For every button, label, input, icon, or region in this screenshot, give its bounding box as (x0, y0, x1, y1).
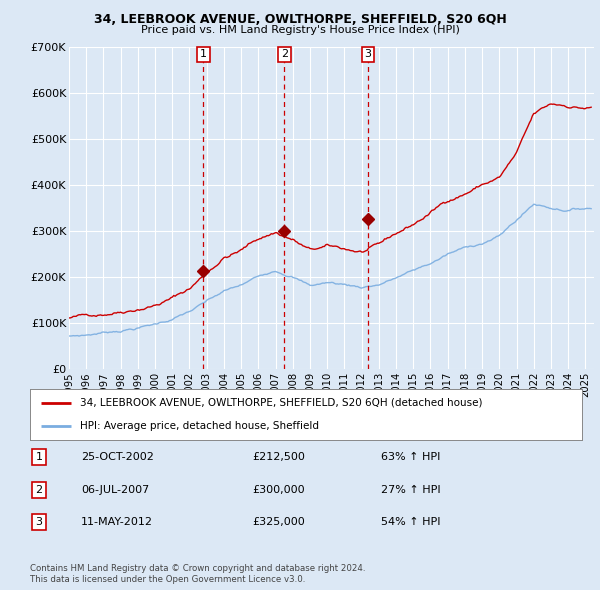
Text: 34, LEEBROOK AVENUE, OWLTHORPE, SHEFFIELD, S20 6QH (detached house): 34, LEEBROOK AVENUE, OWLTHORPE, SHEFFIEL… (80, 398, 482, 408)
Text: 63% ↑ HPI: 63% ↑ HPI (381, 453, 440, 462)
Text: 3: 3 (35, 517, 43, 527)
Text: 27% ↑ HPI: 27% ↑ HPI (381, 485, 440, 494)
Text: £325,000: £325,000 (252, 517, 305, 527)
Text: Contains HM Land Registry data © Crown copyright and database right 2024.: Contains HM Land Registry data © Crown c… (30, 565, 365, 573)
Text: 25-OCT-2002: 25-OCT-2002 (81, 453, 154, 462)
Text: 54% ↑ HPI: 54% ↑ HPI (381, 517, 440, 527)
Text: 1: 1 (35, 453, 43, 462)
Text: 11-MAY-2012: 11-MAY-2012 (81, 517, 153, 527)
Text: £212,500: £212,500 (252, 453, 305, 462)
Text: 3: 3 (364, 50, 371, 60)
Text: Price paid vs. HM Land Registry's House Price Index (HPI): Price paid vs. HM Land Registry's House … (140, 25, 460, 35)
Text: 34, LEEBROOK AVENUE, OWLTHORPE, SHEFFIELD, S20 6QH: 34, LEEBROOK AVENUE, OWLTHORPE, SHEFFIEL… (94, 13, 506, 26)
Text: This data is licensed under the Open Government Licence v3.0.: This data is licensed under the Open Gov… (30, 575, 305, 584)
Text: HPI: Average price, detached house, Sheffield: HPI: Average price, detached house, Shef… (80, 421, 319, 431)
Text: 2: 2 (281, 50, 288, 60)
Text: 06-JUL-2007: 06-JUL-2007 (81, 485, 149, 494)
Text: 1: 1 (200, 50, 207, 60)
Text: 2: 2 (35, 485, 43, 494)
Text: £300,000: £300,000 (252, 485, 305, 494)
